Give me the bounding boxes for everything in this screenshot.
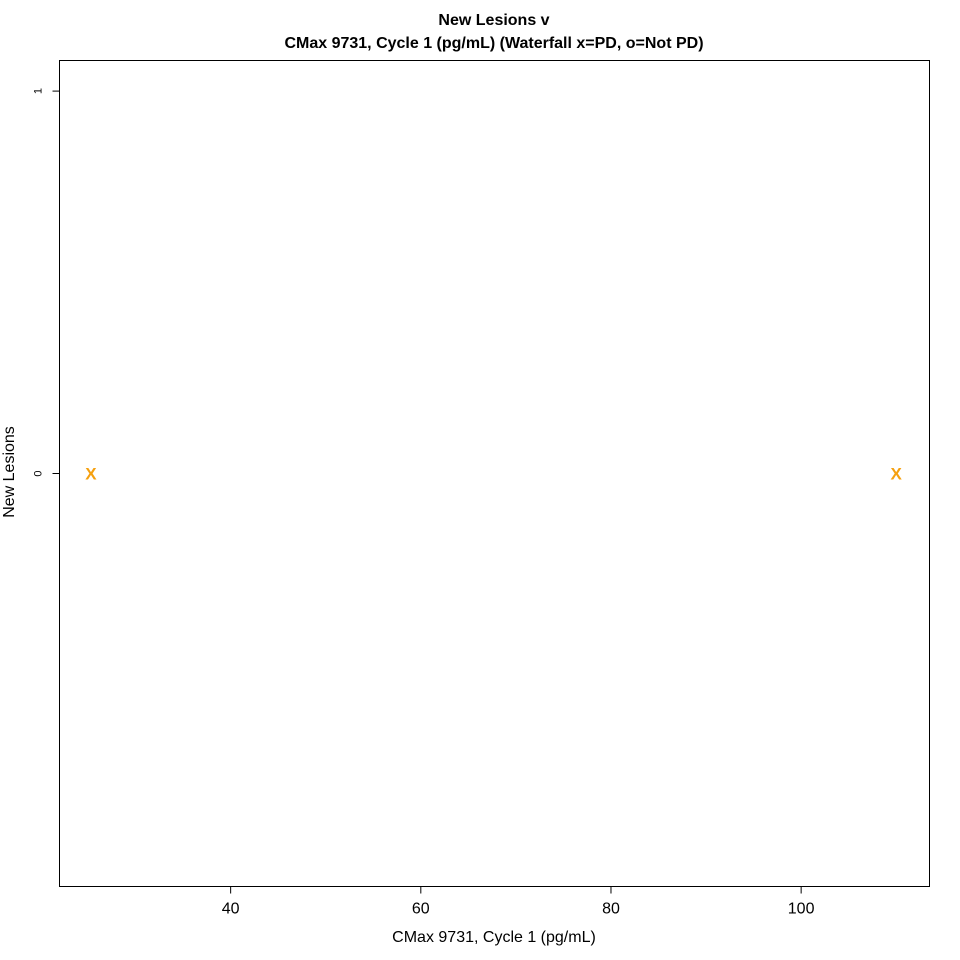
- data-point: X: [891, 465, 903, 484]
- plot-frame: [59, 60, 930, 887]
- chart-title: New Lesions v: [438, 12, 549, 29]
- y-tick-label: 0: [33, 470, 45, 476]
- y-axis-label: New Lesions: [1, 426, 18, 518]
- chart-subtitle: CMax 9731, Cycle 1 (pg/mL) (Waterfall x=…: [284, 35, 703, 52]
- x-axis: 40 60 80 100: [222, 886, 815, 918]
- y-axis: 01: [33, 88, 60, 477]
- x-axis-label: CMax 9731, Cycle 1 (pg/mL): [392, 929, 596, 946]
- x-tick-label: 100: [788, 901, 815, 918]
- y-tick-label: 1: [33, 88, 45, 94]
- x-tick-label: 80: [602, 901, 620, 918]
- data-point: X: [85, 465, 97, 484]
- x-tick-label: 40: [222, 901, 240, 918]
- x-tick-label: 60: [412, 901, 430, 918]
